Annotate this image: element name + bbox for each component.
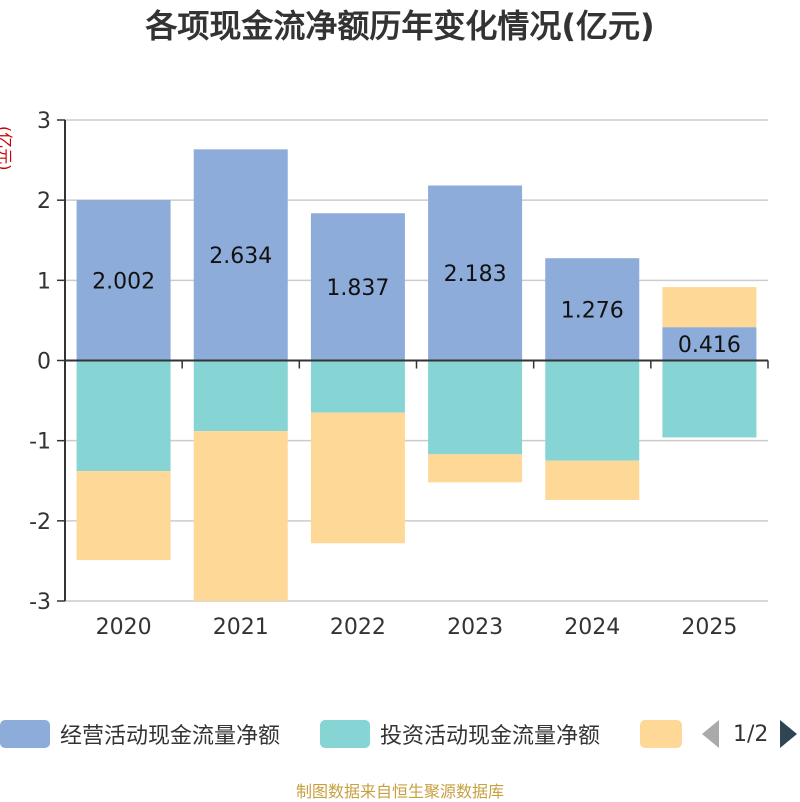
y-tick-label: 1 bbox=[37, 269, 51, 294]
bar-1-2021 bbox=[193, 360, 288, 432]
y-tick-label: -3 bbox=[29, 590, 51, 615]
source-note: 制图数据来自恒生聚源数据库 bbox=[295, 782, 504, 801]
bar-1-2025 bbox=[662, 360, 757, 438]
data-label-2020: 2.002 bbox=[92, 269, 155, 294]
x-tick-label: 2024 bbox=[564, 615, 620, 640]
legend-swatch-investing bbox=[320, 720, 370, 748]
y-tick-label: 2 bbox=[37, 189, 51, 214]
bar-0-2021 bbox=[193, 149, 288, 361]
data-label-2024: 1.276 bbox=[561, 298, 624, 323]
data-label-2021: 2.634 bbox=[209, 244, 272, 269]
bar-0-2024 bbox=[545, 258, 640, 361]
bar-2-2022 bbox=[310, 412, 405, 544]
legend-item-investing[interactable]: 投资活动现金流量净额 bbox=[320, 714, 600, 754]
y-tick-label: 3 bbox=[37, 109, 51, 134]
x-tick-label: 2022 bbox=[330, 615, 386, 640]
bar-0-2025 bbox=[662, 327, 757, 361]
bar-0-2023 bbox=[428, 185, 523, 361]
y-tick-label: 0 bbox=[37, 350, 51, 375]
x-tick-label: 2021 bbox=[213, 615, 269, 640]
y-tick-label: -2 bbox=[29, 510, 51, 535]
x-tick-label: 2020 bbox=[96, 615, 152, 640]
legend-prev-page-icon[interactable] bbox=[702, 720, 719, 748]
legend-label-investing: 投资活动现金流量净额 bbox=[380, 724, 601, 749]
bar-2-2023 bbox=[428, 454, 523, 483]
bar-0-2022 bbox=[310, 213, 405, 361]
legend-swatch-financing bbox=[640, 720, 682, 748]
legend: 经营活动现金流量净额 投资活动现金流量净额 1/2 bbox=[0, 714, 800, 754]
x-tick-label: 2023 bbox=[447, 615, 503, 640]
chart-title: 各项现金流净额历年变化情况(亿元) bbox=[145, 7, 655, 45]
bar-2-2025 bbox=[662, 287, 757, 328]
bar-chart: 3 2 1 0 -1 -2 -3 2.002 2.634 1.837 2.183 1.276 0.416… bbox=[29, 109, 769, 640]
data-label-2022: 1.837 bbox=[326, 276, 389, 301]
bar-0-2020 bbox=[76, 200, 171, 361]
x-tick-label: 2025 bbox=[681, 615, 737, 640]
legend-item-operating[interactable]: 经营活动现金流量净额 bbox=[0, 714, 280, 754]
bar-1-2022 bbox=[310, 360, 405, 413]
bar-1-2023 bbox=[428, 360, 523, 455]
bar-1-2020 bbox=[76, 360, 171, 472]
bar-2-2020 bbox=[76, 471, 171, 561]
legend-next-page-icon[interactable] bbox=[780, 720, 798, 748]
legend-page-indicator: 1/2 bbox=[733, 721, 769, 747]
data-label-2023: 2.183 bbox=[444, 262, 507, 287]
legend-item-financing[interactable] bbox=[640, 714, 682, 754]
legend-swatch-operating bbox=[0, 720, 50, 748]
bar-2-2024 bbox=[545, 460, 640, 500]
bar-1-2024 bbox=[545, 360, 640, 461]
bar-2-2021 bbox=[193, 431, 288, 601]
y-tick-label: -1 bbox=[29, 430, 51, 455]
legend-label-operating: 经营活动现金流量净额 bbox=[60, 724, 281, 749]
legend-pager: 1/2 bbox=[702, 714, 798, 754]
data-label-2025: 0.416 bbox=[678, 333, 741, 358]
